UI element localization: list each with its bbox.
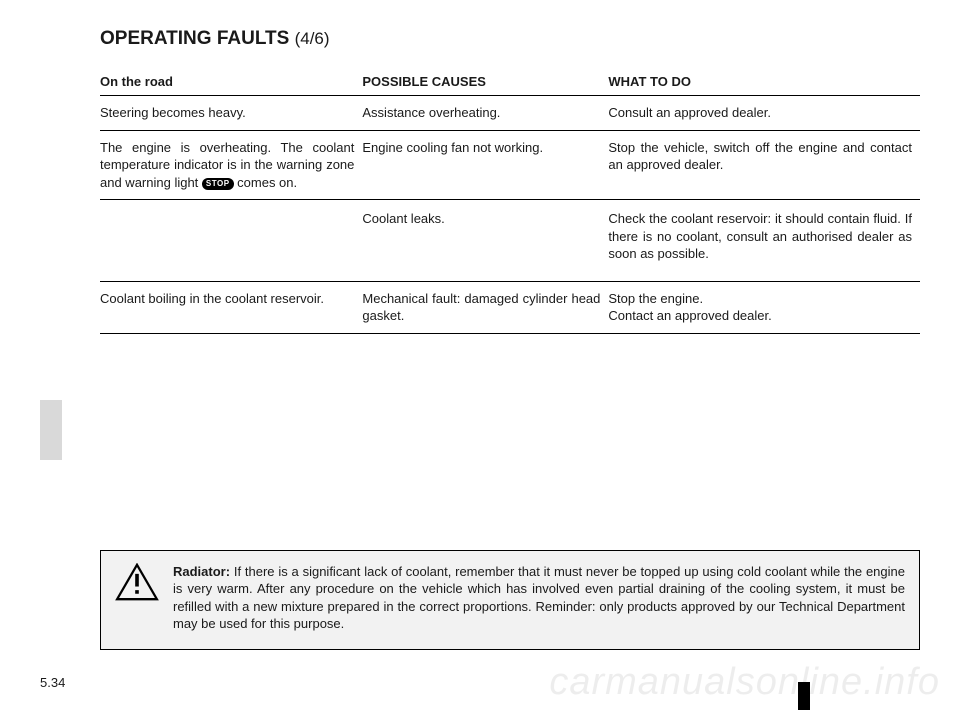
cell-action: Stop the vehicle, switch off the engine … <box>608 130 920 200</box>
cell-cause: Assistance overheating. <box>362 96 608 131</box>
table-row: The engine is overheating. The cool­ant … <box>100 130 920 200</box>
warning-box: Radiator: If there is a significant lack… <box>100 550 920 650</box>
cell-symptom: Steering becomes heavy. <box>100 96 362 131</box>
warning-triangle-icon <box>115 563 159 633</box>
cell-action: Consult an approved dealer. <box>608 96 920 131</box>
cell-cause: Coolant leaks. <box>362 200 608 282</box>
header-possible-causes: POSSIBLE CAUSES <box>362 70 608 96</box>
stop-icon: STOP <box>202 178 234 191</box>
cell-symptom-empty <box>100 200 362 282</box>
faults-table: On the road POSSIBLE CAUSES WHAT TO DO S… <box>100 70 920 334</box>
page-title: OPERATING FAULTS (4/6) <box>100 28 920 50</box>
warning-text: Radiator: If there is a significant lack… <box>173 563 905 633</box>
cell-symptom: Coolant boiling in the coolant reser­voi… <box>100 281 362 333</box>
header-what-to-do: WHAT TO DO <box>608 70 920 96</box>
footer-mark <box>798 682 810 710</box>
cell-cause: Mechanical fault: damaged cylinder head … <box>362 281 608 333</box>
warning-body: If there is a significant lack of coolan… <box>173 564 905 632</box>
table-header-row: On the road POSSIBLE CAUSES WHAT TO DO <box>100 70 920 96</box>
cell-action: Stop the engine. Contact an approved dea… <box>608 281 920 333</box>
warning-label: Radiator: <box>173 564 230 579</box>
cell-action: Check the coolant reservoir: it should c… <box>608 200 920 282</box>
side-tab <box>40 400 62 460</box>
symptom-text-b: comes on. <box>234 175 298 190</box>
watermark: carmanualsonline.info <box>0 661 960 710</box>
table-row: Coolant leaks. Check the coolant reservo… <box>100 200 920 282</box>
table-row: Coolant boiling in the coolant reser­voi… <box>100 281 920 333</box>
title-main: OPERATING FAULTS <box>100 28 289 49</box>
title-sub: (4/6) <box>295 29 330 48</box>
manual-page: OPERATING FAULTS (4/6) On the road POSSI… <box>0 0 960 710</box>
cell-cause: Engine cooling fan not working. <box>362 130 608 200</box>
header-on-the-road: On the road <box>100 70 362 96</box>
page-number: 5.34 <box>40 675 65 690</box>
cell-symptom: The engine is overheating. The cool­ant … <box>100 130 362 200</box>
table-row: Steering becomes heavy. Assistance overh… <box>100 96 920 131</box>
